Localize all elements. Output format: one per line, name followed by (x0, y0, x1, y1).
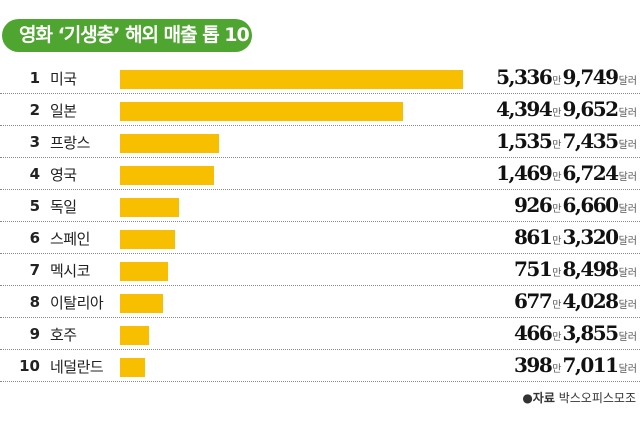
unit-man: 만 (552, 204, 562, 215)
country-name: 네덜란드 (50, 358, 104, 376)
revenue-value: 398 만 7,011 달러 (514, 353, 638, 377)
revenue-value: 677 만 4,028 달러 (514, 289, 638, 313)
revenue-value: 5,336 만 9,749 달러 (496, 65, 638, 89)
country-name: 영국 (50, 166, 77, 184)
country-name: 일본 (50, 102, 77, 120)
table-row: 5 독일 926 만 6,660 달러 (0, 190, 640, 222)
table-row: 7 멕시코 751 만 8,498 달러 (0, 254, 640, 286)
value-rest: 3,855 (562, 321, 619, 345)
rank: 10 (19, 357, 40, 375)
rank: 6 (29, 229, 40, 247)
revenue-value: 466 만 3,855 달러 (514, 321, 638, 345)
rank: 2 (29, 101, 40, 119)
value-man: 751 (514, 257, 553, 281)
revenue-value: 926 만 6,660 달러 (514, 193, 638, 217)
revenue-bar (120, 358, 145, 377)
table-row: 2 일본 4,394 만 9,652 달러 (0, 94, 640, 126)
source-label: 자료 (532, 391, 555, 405)
chart-title: 영화 ‘기생충’ 해외 매출 톱 10 (2, 19, 252, 52)
ranking-list: 1 미국 5,336 만 9,749 달러 2 일본 4,394 만 9,652 달러 3 프랑스 1,53… (0, 62, 640, 382)
table-row: 3 프랑스 1,535 만 7,435 달러 (0, 126, 640, 158)
rank: 7 (29, 261, 40, 279)
value-man: 5,336 (496, 65, 553, 89)
unit-dollar: 달러 (618, 300, 637, 311)
value-rest: 8,498 (562, 257, 619, 281)
value-rest: 6,724 (562, 161, 619, 185)
unit-man: 만 (552, 172, 562, 183)
value-man: 861 (514, 225, 553, 249)
value-man: 466 (514, 321, 553, 345)
table-row: 8 이탈리아 677 만 4,028 달러 (0, 286, 640, 318)
table-row: 4 영국 1,469 만 6,724 달러 (0, 158, 640, 190)
value-man: 1,535 (496, 129, 553, 153)
value-man: 1,469 (496, 161, 553, 185)
value-rest: 9,749 (562, 65, 619, 89)
revenue-bar (120, 166, 214, 185)
value-rest: 7,435 (562, 129, 619, 153)
country-name: 스페인 (50, 230, 90, 248)
unit-dollar: 달러 (618, 140, 637, 151)
country-name: 이탈리아 (50, 294, 104, 312)
unit-man: 만 (552, 108, 562, 119)
value-rest: 4,028 (562, 289, 619, 313)
country-name: 프랑스 (50, 134, 90, 152)
unit-dollar: 달러 (618, 364, 637, 375)
rank: 9 (29, 325, 40, 343)
bullet-icon: ● (522, 391, 533, 405)
unit-dollar: 달러 (618, 332, 637, 343)
table-row: 6 스페인 861 만 3,320 달러 (0, 222, 640, 254)
value-rest: 6,660 (562, 193, 619, 217)
revenue-bar (120, 102, 403, 121)
country-name: 멕시코 (50, 262, 90, 280)
country-name: 호주 (50, 326, 77, 344)
country-name: 독일 (50, 198, 77, 216)
unit-man: 만 (552, 364, 562, 375)
value-man: 4,394 (496, 97, 553, 121)
unit-man: 만 (552, 300, 562, 311)
revenue-bar (120, 326, 149, 345)
rank: 4 (29, 165, 40, 183)
revenue-value: 1,469 만 6,724 달러 (496, 161, 638, 185)
revenue-bar (120, 294, 163, 313)
unit-dollar: 달러 (618, 268, 637, 279)
unit-man: 만 (552, 76, 562, 87)
source-name: 박스오피스모조 (558, 391, 636, 405)
value-rest: 3,320 (562, 225, 619, 249)
value-rest: 7,011 (562, 353, 619, 377)
revenue-value: 861 만 3,320 달러 (514, 225, 638, 249)
revenue-bar (120, 230, 175, 249)
country-name: 미국 (50, 70, 77, 88)
value-rest: 9,652 (562, 97, 619, 121)
value-man: 926 (514, 193, 553, 217)
value-man: 677 (514, 289, 553, 313)
revenue-bar (120, 198, 179, 217)
revenue-bar (120, 262, 168, 281)
unit-dollar: 달러 (618, 172, 637, 183)
unit-dollar: 달러 (618, 108, 637, 119)
unit-dollar: 달러 (618, 76, 637, 87)
rank: 3 (29, 133, 40, 151)
unit-man: 만 (552, 332, 562, 343)
rank: 5 (29, 197, 40, 215)
table-row: 1 미국 5,336 만 9,749 달러 (0, 62, 640, 94)
revenue-bar (120, 134, 219, 153)
revenue-value: 1,535 만 7,435 달러 (496, 129, 638, 153)
revenue-value: 751 만 8,498 달러 (514, 257, 638, 281)
unit-dollar: 달러 (618, 204, 637, 215)
revenue-value: 4,394 만 9,652 달러 (496, 97, 638, 121)
rank: 8 (29, 293, 40, 311)
rank: 1 (29, 69, 40, 87)
unit-man: 만 (552, 236, 562, 247)
revenue-bar (120, 70, 463, 89)
value-man: 398 (514, 353, 553, 377)
unit-man: 만 (552, 140, 562, 151)
unit-dollar: 달러 (618, 236, 637, 247)
table-row: 9 호주 466 만 3,855 달러 (0, 318, 640, 350)
table-row: 10 네덜란드 398 만 7,011 달러 (0, 350, 640, 382)
source-note: ●자료 박스오피스모조 (522, 389, 636, 406)
unit-man: 만 (552, 268, 562, 279)
